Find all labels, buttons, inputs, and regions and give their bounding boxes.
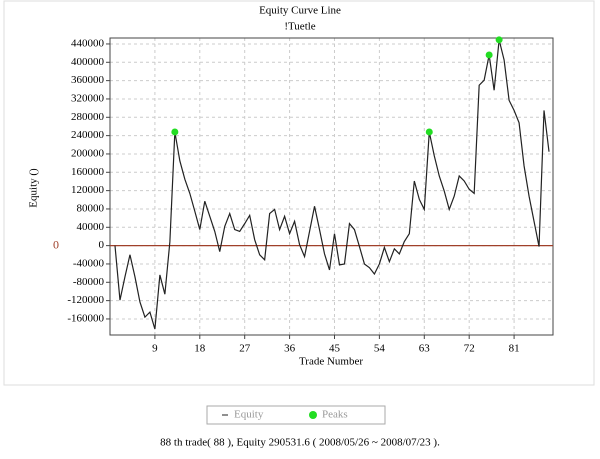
- y-tick-label: 200000: [71, 147, 105, 159]
- zero-line-label: 0: [53, 237, 59, 251]
- y-tick-label: 280000: [71, 111, 105, 123]
- y-tick-label: 80000: [77, 202, 105, 214]
- y-tick-label: 360000: [71, 74, 105, 86]
- y-tick-label: 0: [99, 239, 105, 251]
- chart-title: Equity Curve Line: [259, 5, 341, 17]
- x-tick-label: 81: [509, 343, 520, 355]
- y-tick-label: 400000: [71, 56, 105, 68]
- chart-panel: [3, 0, 595, 386]
- x-tick-label: 18: [194, 343, 206, 355]
- chart-subtitle: !Tuetle: [284, 21, 315, 33]
- x-axis-label: Trade Number: [299, 356, 363, 368]
- x-tick-label: 63: [419, 343, 431, 355]
- y-tick-label: 40000: [77, 221, 105, 233]
- peak-point: [495, 36, 503, 44]
- x-tick-label: 54: [374, 343, 386, 355]
- legend-swatch: [309, 411, 317, 419]
- peak-point: [425, 128, 433, 136]
- plot-frame: [109, 37, 554, 336]
- y-axis-label: Equity (): [28, 168, 40, 208]
- y-tick-label: 160000: [71, 166, 105, 178]
- y-tick-label: 440000: [71, 37, 105, 49]
- legend-label: Equity: [234, 409, 264, 421]
- peak-point: [171, 128, 179, 136]
- x-tick-label: 36: [284, 343, 296, 355]
- y-tick-label: -80000: [73, 276, 105, 288]
- equity-line: [114, 39, 550, 330]
- footer-text: 88 th trade( 88 ), Equity 290531.6 ( 200…: [160, 437, 440, 449]
- y-tick-label: 320000: [71, 92, 105, 104]
- y-tick-label: -120000: [67, 294, 104, 306]
- legend-label: Peaks: [322, 409, 348, 421]
- y-tick-label: -40000: [73, 257, 105, 269]
- legend-box: [206, 405, 386, 425]
- x-tick-label: 72: [464, 343, 475, 355]
- peak-point: [485, 51, 493, 59]
- x-tick-label: 45: [329, 343, 341, 355]
- x-tick-label: 9: [152, 343, 158, 355]
- y-tick-label: 240000: [71, 129, 105, 141]
- y-tick-label: 120000: [71, 184, 105, 196]
- x-tick-label: 27: [239, 343, 251, 355]
- y-tick-label: -160000: [67, 312, 104, 324]
